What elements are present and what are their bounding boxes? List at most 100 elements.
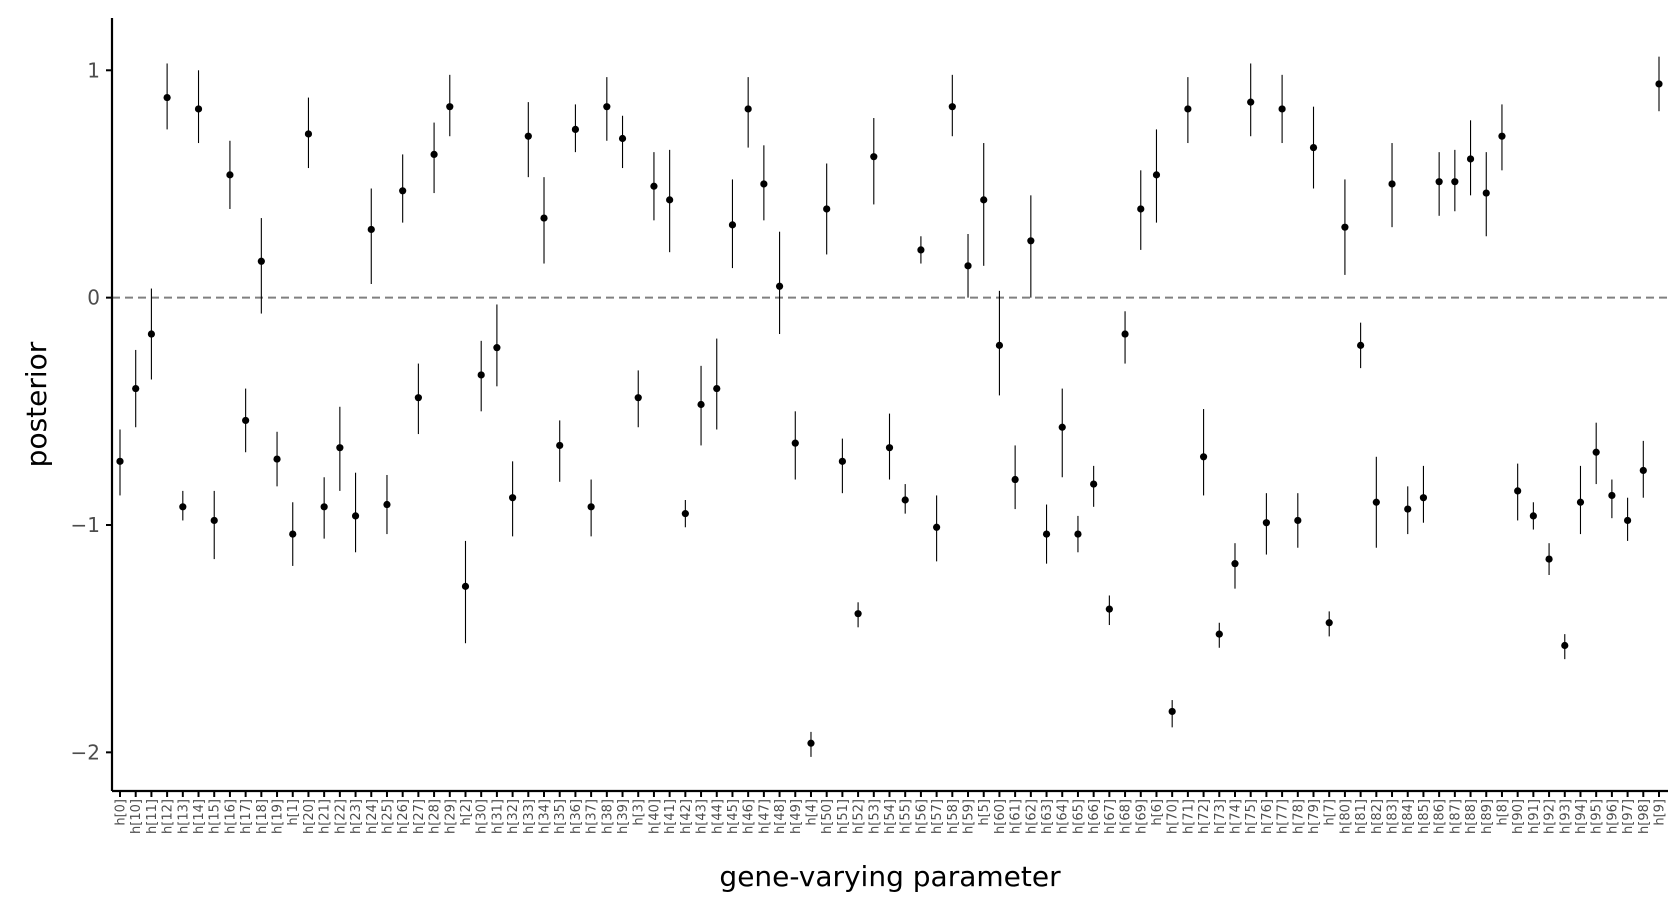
point-h[51] — [838, 457, 846, 465]
point-h[92] — [1545, 555, 1553, 563]
x-tick-label: h[45] — [726, 799, 741, 834]
point-h[39] — [618, 134, 627, 143]
x-tick-label: h[19] — [271, 799, 286, 834]
point-h[42] — [681, 510, 689, 518]
x-tick-label: h[3] — [632, 799, 647, 826]
y-tick-label: −2 — [71, 740, 100, 764]
point-h[64] — [1058, 423, 1066, 431]
point-h[59] — [964, 262, 972, 270]
x-tick-label: h[72] — [1197, 799, 1212, 834]
x-tick-label: h[88] — [1464, 799, 1479, 834]
x-tick-label: h[34] — [538, 799, 553, 834]
point-h[70] — [1168, 707, 1176, 716]
point-h[7] — [1325, 619, 1333, 627]
x-tick-label: h[17] — [239, 799, 254, 834]
x-tick-label: h[48] — [773, 799, 788, 834]
point-h[85] — [1419, 494, 1428, 502]
x-tick-label: h[0] — [114, 799, 129, 826]
x-tick-label: h[30] — [475, 799, 490, 834]
x-tick-label: h[13] — [176, 799, 191, 834]
point-h[62] — [1027, 237, 1035, 245]
x-tick-label: h[23] — [349, 799, 364, 834]
x-tick-label: h[2] — [459, 799, 474, 826]
x-tick-label: h[56] — [914, 799, 929, 834]
x-tick-label: h[54] — [883, 799, 898, 834]
x-tick-label: h[93] — [1558, 799, 1573, 834]
plot-area — [112, 56, 1668, 757]
x-tick-label: h[42] — [679, 799, 694, 834]
point-h[97] — [1623, 516, 1632, 525]
x-tick-label: h[57] — [930, 799, 945, 834]
point-h[69] — [1137, 205, 1145, 213]
point-h[37] — [587, 503, 595, 511]
point-h[12] — [163, 93, 171, 102]
x-tick-label: h[74] — [1228, 799, 1243, 834]
x-tick-label: h[21] — [318, 799, 333, 834]
point-h[66] — [1090, 480, 1098, 488]
x-tick-label: h[81] — [1354, 799, 1369, 834]
x-tick-label: h[6] — [1150, 799, 1165, 826]
x-tick-label: h[41] — [663, 799, 678, 834]
point-h[30] — [477, 371, 485, 379]
point-h[96] — [1608, 491, 1616, 500]
point-h[31] — [493, 344, 501, 352]
point-h[40] — [650, 182, 658, 190]
point-h[20] — [304, 130, 313, 138]
x-tick-label: h[26] — [396, 799, 411, 834]
point-h[27] — [414, 394, 422, 402]
axes: −2 −1 0 1 h[0] h[10] h[11] h[12] h[13] h[14] h[15]… — [71, 18, 1668, 834]
x-tick-label: h[77] — [1276, 799, 1291, 834]
point-h[21] — [320, 503, 328, 511]
x-tick-label: h[64] — [1056, 799, 1071, 834]
x-tick-label: h[97] — [1621, 799, 1636, 834]
y-tick-label: 1 — [87, 58, 100, 82]
point-h[15] — [210, 516, 218, 525]
point-h[43] — [697, 400, 705, 409]
x-tick-label: h[5] — [977, 799, 992, 826]
point-h[72] — [1199, 453, 1208, 461]
x-tick-label: h[66] — [1087, 799, 1102, 834]
x-tick-label: h[40] — [647, 799, 662, 834]
x-tick-label: h[20] — [302, 799, 317, 834]
x-tick-label: h[59] — [962, 799, 977, 834]
point-h[84] — [1404, 505, 1412, 513]
x-tick-label: h[92] — [1543, 799, 1558, 834]
x-tick-label: h[38] — [600, 799, 615, 834]
point-h[26] — [399, 187, 407, 195]
point-h[74] — [1231, 560, 1239, 568]
point-h[14] — [194, 105, 203, 113]
x-tick-label: h[76] — [1260, 799, 1275, 834]
x-tick-label: h[39] — [616, 799, 631, 834]
x-tick-label: h[16] — [223, 799, 238, 834]
point-h[61] — [1011, 475, 1019, 484]
point-h[73] — [1215, 630, 1223, 638]
point-h[11] — [147, 330, 156, 338]
y-tick-label: −1 — [71, 513, 100, 537]
x-tick-label: h[31] — [490, 799, 505, 834]
point-h[49] — [791, 439, 799, 447]
point-h[23] — [351, 512, 360, 520]
point-h[79] — [1309, 143, 1318, 152]
x-tick-label: h[1] — [286, 799, 301, 826]
x-tick-label: h[75] — [1244, 799, 1259, 834]
x-tick-label: h[78] — [1291, 799, 1306, 834]
point-h[24] — [367, 225, 375, 234]
x-tick-label: h[47] — [757, 799, 772, 834]
point-h[41] — [666, 196, 674, 204]
point-h[47] — [760, 180, 768, 188]
x-tick-label: h[73] — [1213, 799, 1228, 834]
point-h[56] — [917, 246, 925, 254]
x-tick-label: h[51] — [836, 799, 851, 834]
point-h[81] — [1357, 341, 1365, 349]
point-h[5] — [980, 196, 988, 204]
point-h[35] — [556, 441, 564, 450]
x-tick-label: h[24] — [365, 799, 380, 834]
point-h[17] — [242, 416, 250, 425]
x-tick-label: h[28] — [428, 799, 443, 834]
x-tick-label: h[44] — [710, 799, 725, 834]
point-h[58] — [948, 103, 956, 111]
point-h[2] — [461, 582, 470, 590]
point-h[16] — [226, 171, 234, 179]
point-h[54] — [885, 444, 894, 452]
